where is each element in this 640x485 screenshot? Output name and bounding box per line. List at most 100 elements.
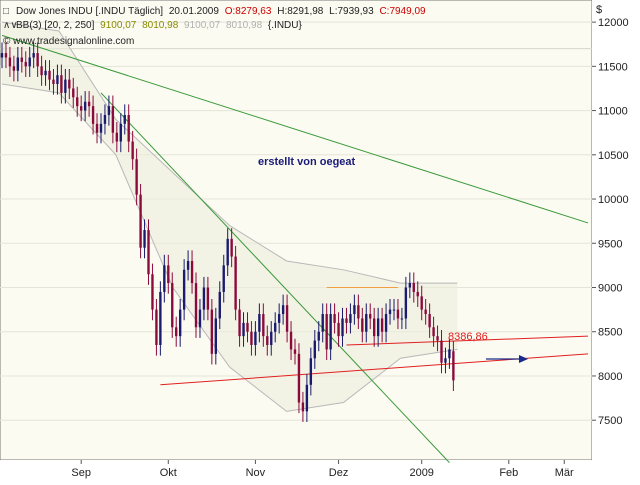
copyright-text: © www.tradesignalonline.com <box>3 36 134 47</box>
red-trendline <box>346 335 589 346</box>
candle-body <box>317 331 320 341</box>
candle-body <box>48 70 51 80</box>
candle-body <box>329 314 332 350</box>
candle-body <box>127 115 130 142</box>
candle-body <box>167 265 170 284</box>
candle-body <box>337 322 340 337</box>
candle-body <box>139 194 142 248</box>
candle-body <box>214 318 217 354</box>
indicator-legend: BB(3) [20, 2, 250] 9100,07 8010,98 9100,… <box>16 20 302 31</box>
header-line-2: ∧∨ BB(3) [20, 2, 250] 9100,07 8010,98 91… <box>3 20 302 31</box>
candle-body <box>4 53 8 58</box>
candle-body <box>309 358 313 385</box>
candle-body <box>420 296 423 310</box>
candle-body <box>182 269 186 310</box>
candle-body <box>258 314 261 332</box>
candle-body <box>60 75 63 93</box>
candle-body <box>83 101 87 111</box>
candle-body <box>341 318 344 337</box>
candle-body <box>56 75 59 85</box>
candle-body <box>353 305 356 315</box>
candle-body <box>436 336 439 341</box>
candle-body <box>289 331 293 350</box>
candle-body <box>202 287 206 310</box>
bollinger-lower <box>1 83 458 412</box>
candle-body <box>135 159 138 195</box>
candle-body <box>416 291 419 297</box>
candle-body <box>194 283 198 328</box>
candle-body <box>369 314 372 319</box>
candle-body <box>250 331 253 345</box>
candle-body <box>32 53 35 58</box>
candle-body <box>178 309 182 337</box>
y-axis-panel <box>592 0 640 460</box>
header-line-1: □ Dow Jones INDU [.INDU Täglich] 20.01.2… <box>3 6 426 17</box>
candle-body <box>452 351 455 381</box>
x-tick-label: Dez <box>329 467 349 479</box>
header-symbol: Dow Jones INDU [.INDU Täglich] 20.01.200… <box>16 6 426 17</box>
candle-body <box>361 318 364 332</box>
candle-body <box>230 238 233 257</box>
candle-body <box>234 256 237 310</box>
candle-body <box>440 340 443 363</box>
candle-body <box>155 309 158 345</box>
x-tick-label: Mär <box>555 467 574 479</box>
y-tick-label: 11000 <box>598 106 628 118</box>
candle-body <box>198 309 202 328</box>
candle-body <box>246 322 249 332</box>
candle-body <box>107 106 111 115</box>
y-tick-label: 8500 <box>598 327 622 339</box>
currency-label: $ <box>596 4 602 16</box>
y-tick-label: 8000 <box>598 371 622 383</box>
green-trendline <box>1 34 589 224</box>
x-tick-label: Sep <box>71 467 91 479</box>
candle-body <box>8 57 12 67</box>
candle-body <box>28 57 31 67</box>
candle-body <box>333 314 336 323</box>
candle-body <box>186 260 190 270</box>
candle-body <box>400 318 404 320</box>
candle-body <box>159 291 162 345</box>
candle-body <box>428 314 431 328</box>
candle-body <box>262 314 265 337</box>
candle-body <box>345 318 348 323</box>
y-tick-label: 7500 <box>598 415 622 427</box>
grid-layer <box>0 21 592 421</box>
candle-body <box>365 314 368 332</box>
candle-body <box>380 318 384 332</box>
y-tick-label: 10500 <box>598 150 629 162</box>
candle-body <box>151 274 154 310</box>
candle-body <box>143 230 146 248</box>
candle-body <box>254 331 257 345</box>
x-axis-panel <box>0 460 640 480</box>
candle-body <box>313 340 316 359</box>
candle-body <box>297 353 301 403</box>
y-tick-label: 9000 <box>598 283 622 295</box>
candle-body <box>404 287 408 319</box>
candle-body <box>270 331 273 345</box>
candle-body <box>412 283 415 292</box>
candle-body <box>123 115 126 124</box>
candle-body <box>357 305 360 319</box>
candle-body <box>285 305 289 332</box>
candle-body <box>52 79 55 85</box>
candle-body <box>171 283 174 328</box>
candle-body <box>91 106 95 124</box>
candle-body <box>388 309 392 315</box>
indicator-icon: ∧∨ <box>3 20 18 31</box>
annotation-text: erstellt von oegeat <box>258 156 356 168</box>
bollinger-upper <box>1 21 458 284</box>
x-tick-label: Nov <box>246 467 266 479</box>
candle-body <box>0 53 4 58</box>
candle-body <box>87 101 91 107</box>
candle-body <box>72 88 75 98</box>
candle-body <box>384 314 388 332</box>
x-tick-label: 2009 <box>409 467 433 479</box>
candle-body <box>222 265 225 292</box>
expand-icon[interactable]: □ <box>3 6 9 17</box>
candle-body <box>396 309 400 319</box>
candle-body <box>277 314 281 323</box>
x-tick-label: Feb <box>499 467 518 479</box>
candle-body <box>408 283 412 288</box>
